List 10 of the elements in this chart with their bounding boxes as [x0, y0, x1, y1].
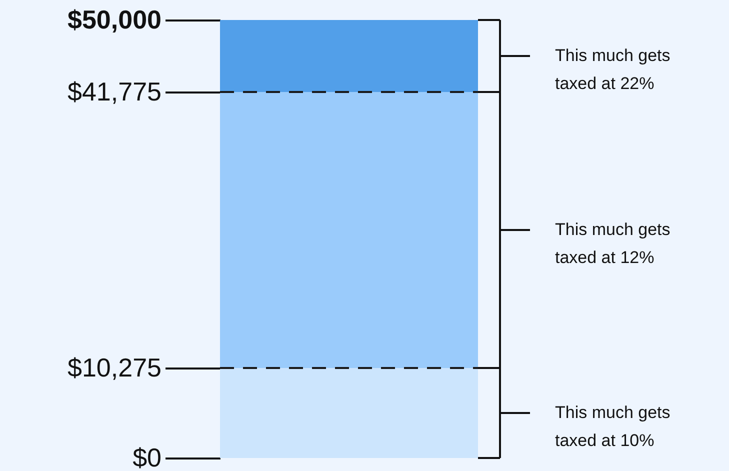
text: This much gets taxed at 10% — [555, 402, 670, 450]
bar — [220, 20, 478, 92]
bar — [220, 92, 478, 368]
y-tick-label: $10,275 — [68, 352, 162, 382]
y-tick-label: $41,775 — [68, 76, 162, 107]
y-tick-label: $0 — [132, 442, 162, 471]
y-tick-label: $50,000 — [68, 4, 162, 34]
text: This much gets taxed at 12% — [555, 220, 670, 268]
bar — [220, 368, 478, 458]
text: This much gets taxed at 22% — [555, 46, 670, 94]
